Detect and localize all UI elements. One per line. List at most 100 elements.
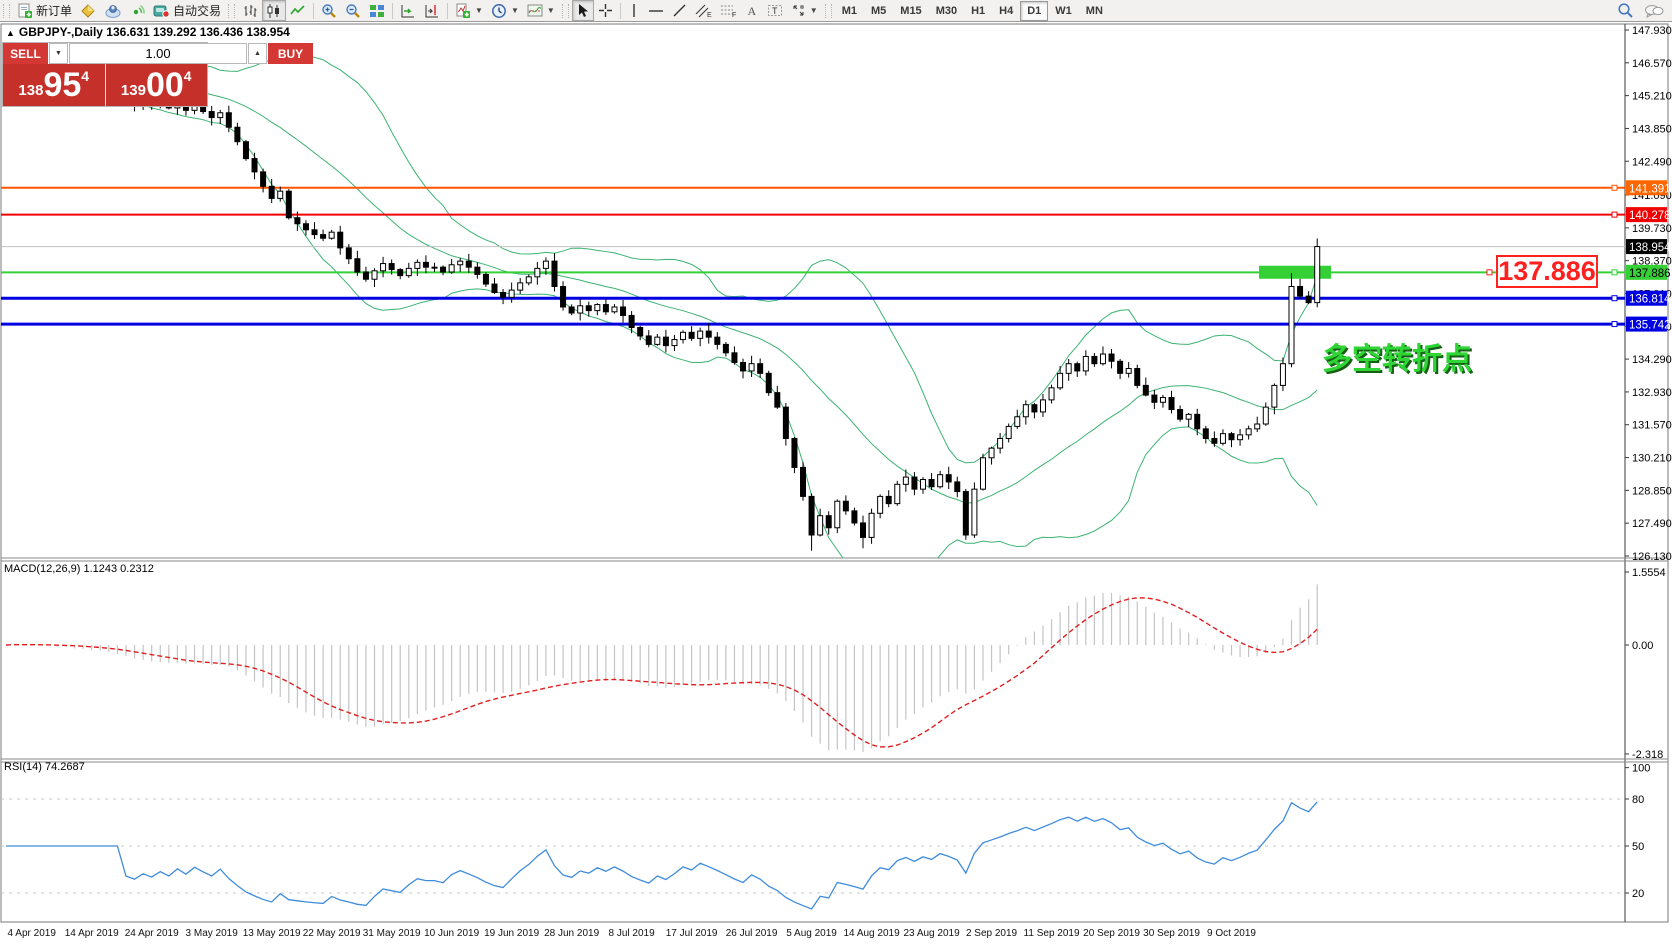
arrows-button[interactable]: ▼ (787, 0, 822, 21)
equidistant-channel-button[interactable]: E (691, 0, 716, 21)
svg-text:13 May 2019: 13 May 2019 (243, 928, 301, 939)
zoom-in-button[interactable] (317, 0, 341, 21)
dropdown-caret-icon: ▼ (475, 6, 483, 15)
dropdown-caret-icon: ▼ (510, 6, 519, 15)
tile-windows-button[interactable] (365, 0, 389, 21)
metaeditor-button[interactable] (76, 0, 100, 21)
toolbar-drag-handle[interactable] (824, 3, 832, 18)
fibonacci-icon: F (720, 5, 736, 18)
bar-chart-icon (244, 4, 257, 17)
horizontal-line-button[interactable] (644, 0, 668, 21)
autotrading-button[interactable]: 自动交易 (149, 0, 225, 21)
periods-button[interactable]: ▼ (487, 0, 523, 21)
price-level-text-object[interactable]: 137.886 (1496, 255, 1598, 288)
vertical-line-button[interactable] (624, 0, 644, 21)
trendline-button[interactable] (668, 0, 691, 21)
volume-decrease-button[interactable]: ▼ (49, 43, 68, 64)
toolbar-drag-handle[interactable] (3, 3, 10, 18)
svg-text:26 Jul 2019: 26 Jul 2019 (726, 928, 778, 939)
zoom-in-icon (322, 3, 336, 18)
svg-text:126.130: 126.130 (1632, 551, 1672, 563)
indicators-button[interactable]: ▼ (451, 0, 487, 21)
macd-indicator-label: MACD(12,26,9) 1.1243 0.2312 (4, 563, 154, 575)
svg-text:30 Sep 2019: 30 Sep 2019 (1143, 928, 1200, 939)
text-icon: A (747, 4, 756, 18)
toolbar-drag-handle[interactable] (228, 3, 236, 18)
svg-text:127.490: 127.490 (1632, 518, 1672, 530)
chat-icon[interactable] (1644, 3, 1664, 19)
svg-text:134.290: 134.290 (1632, 354, 1672, 366)
signals-icon (133, 4, 145, 14)
panel-collapse-icon[interactable]: ▲ (6, 28, 15, 38)
ask-price-integer: 139 (120, 81, 146, 99)
buy-button[interactable]: BUY (268, 43, 313, 64)
signals-button[interactable] (125, 0, 149, 21)
svg-text:137.886: 137.886 (1629, 268, 1671, 280)
bid-price-integer: 138 (18, 81, 44, 99)
crosshair-button[interactable] (594, 0, 617, 21)
chinese-annotation-text[interactable]: 多空转折点 (1322, 343, 1472, 376)
svg-text:147.930: 147.930 (1632, 25, 1672, 37)
chart-title-bar: ▲ GBPJPY-,Daily 136.631 139.292 136.436 1… (6, 25, 290, 39)
svg-text:136.814: 136.814 (1629, 294, 1671, 306)
timeframe-m1[interactable]: M1 (841, 4, 857, 17)
timeframe-mn[interactable]: MN (1085, 4, 1103, 17)
svg-text:19 Jun 2019: 19 Jun 2019 (484, 928, 539, 939)
crosshair-icon (598, 4, 612, 17)
svg-text:20 Sep 2019: 20 Sep 2019 (1083, 928, 1140, 939)
volume-input[interactable] (69, 43, 247, 64)
svg-text:F: F (732, 12, 736, 18)
fibonacci-button[interactable]: F (716, 0, 741, 21)
svg-text:3 May 2019: 3 May 2019 (186, 928, 239, 939)
autotrading-icon (153, 5, 170, 18)
text-label-icon: T (767, 5, 782, 16)
svg-text:A: A (747, 4, 756, 18)
timeframe-m5[interactable]: M5 (871, 4, 887, 17)
svg-text:8 Jul 2019: 8 Jul 2019 (609, 928, 656, 939)
community-button[interactable] (100, 0, 125, 21)
svg-text:5 Aug 2019: 5 Aug 2019 (786, 928, 837, 939)
text-label-button[interactable]: T (763, 0, 787, 21)
svg-text:-2.318: -2.318 (1632, 749, 1663, 761)
timeframe-d1[interactable]: D1 (1020, 0, 1049, 21)
bid-price-button[interactable]: 138 95 4 (3, 64, 106, 106)
auto-scroll-icon (401, 4, 415, 17)
volume-increase-button[interactable]: ▲ (248, 43, 267, 64)
bar-chart-button[interactable] (238, 0, 262, 21)
timeframe-m30[interactable]: M30 (935, 4, 958, 17)
svg-text:9 Oct 2019: 9 Oct 2019 (1207, 928, 1256, 939)
cursor-button[interactable] (571, 0, 594, 21)
new-order-button[interactable]: 新订单 (13, 0, 76, 21)
svg-text:11 Sep 2019: 11 Sep 2019 (1024, 928, 1080, 939)
tile-windows-icon (370, 4, 385, 17)
svg-text:139.730: 139.730 (1632, 223, 1672, 235)
svg-text:24 Apr 2019: 24 Apr 2019 (125, 928, 179, 939)
auto-scroll-button[interactable] (396, 0, 420, 21)
candlestick-chart-button[interactable] (262, 0, 287, 21)
toolbar-drag-handle[interactable] (561, 3, 569, 18)
metaeditor-icon (81, 3, 95, 18)
chart-shift-button[interactable] (420, 0, 444, 21)
timeframe-w1[interactable]: W1 (1055, 4, 1072, 17)
arrows-icon (793, 5, 804, 16)
svg-text:50: 50 (1632, 841, 1644, 853)
templates-button[interactable]: ▼ (523, 0, 559, 21)
main-toolbar: 新订单 自动交易 ▼ ▼ (0, 0, 1672, 22)
chart-canvas[interactable]: 147.930146.570145.210143.850142.490141.0… (0, 22, 1672, 945)
timeframe-h4[interactable]: H4 (999, 4, 1014, 17)
periods-clock-icon (492, 3, 506, 18)
text-button[interactable]: A (741, 0, 763, 21)
svg-text:2 Sep 2019: 2 Sep 2019 (966, 928, 1018, 939)
timeframe-m15[interactable]: M15 (900, 4, 922, 17)
search-icon[interactable] (1617, 2, 1634, 19)
zoom-out-button[interactable] (341, 0, 365, 21)
svg-text:80: 80 (1632, 794, 1644, 806)
ask-price-point: 4 (183, 68, 192, 84)
bid-price-point: 4 (81, 68, 90, 84)
line-chart-button[interactable] (286, 0, 310, 21)
ask-price-button[interactable]: 139 00 4 (106, 64, 208, 106)
timeframe-h1[interactable]: H1 (971, 4, 986, 17)
sell-button[interactable]: SELL (3, 43, 48, 64)
